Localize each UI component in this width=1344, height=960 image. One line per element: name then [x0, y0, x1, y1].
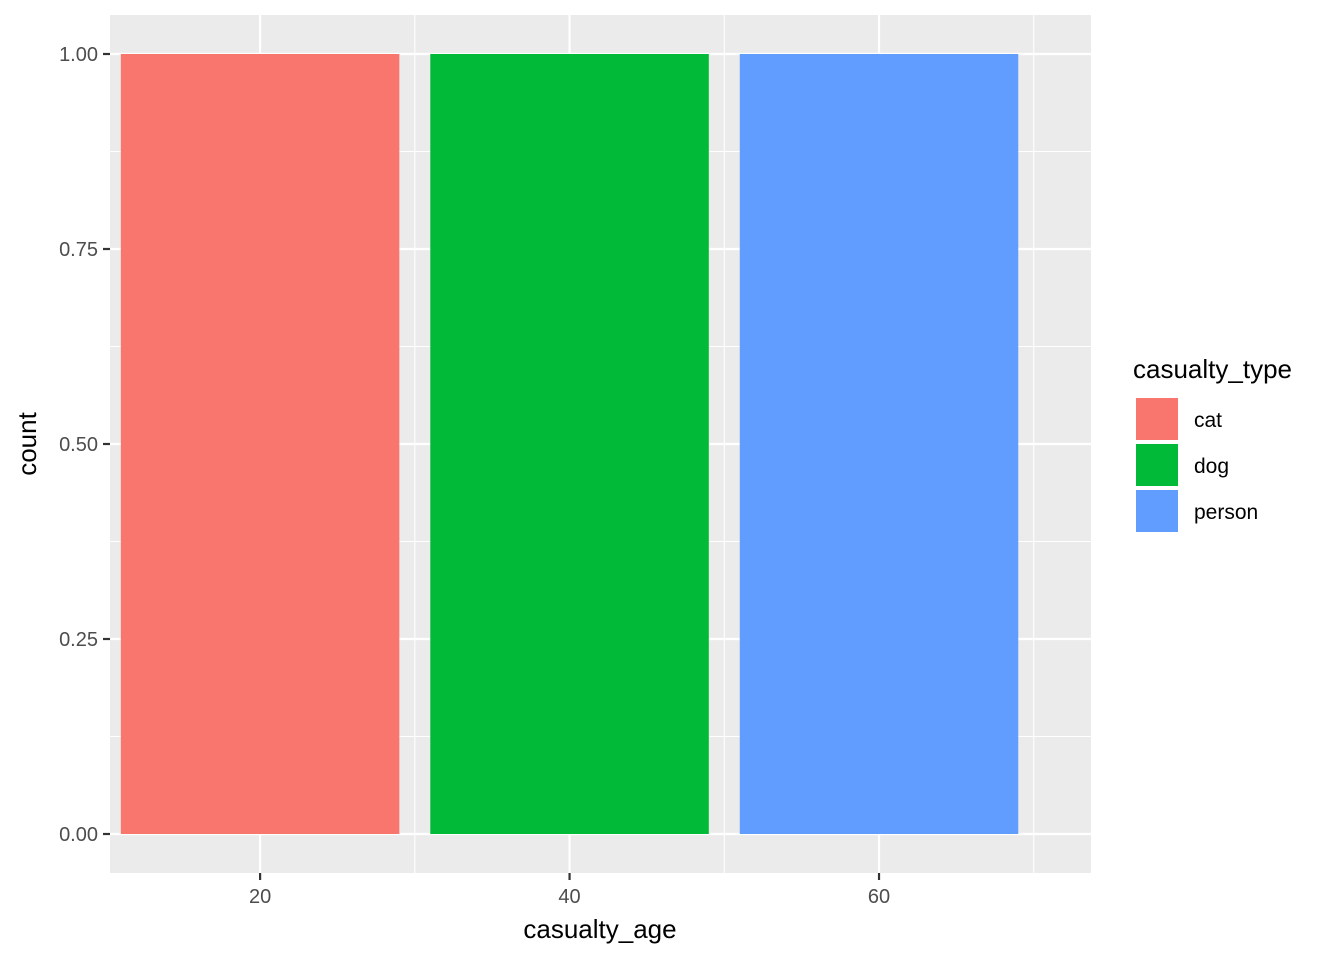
y-tick-label: 0.00 [59, 824, 98, 846]
y-axis-title: count [12, 411, 42, 475]
legend-key-cat [1134, 396, 1180, 442]
legend-title: casualty_type [1133, 354, 1292, 384]
y-tick-label: 1.00 [59, 44, 98, 66]
y-axis: 0.00 0.25 0.50 0.75 1.00 [59, 44, 110, 846]
x-axis: 20 40 60 [249, 873, 890, 908]
legend-label-person: person [1194, 501, 1258, 524]
y-tick-label: 0.50 [59, 434, 98, 456]
x-tick-label: 60 [868, 886, 890, 908]
legend: casualty_type cat dog person [1133, 354, 1292, 534]
legend-key-dog [1134, 442, 1180, 488]
bars [120, 54, 1019, 834]
y-tick-label: 0.75 [59, 239, 98, 261]
legend-label-dog: dog [1194, 455, 1229, 478]
bar-cat [120, 54, 400, 834]
x-axis-title: casualty_age [523, 914, 676, 944]
legend-key-person [1134, 488, 1180, 534]
x-tick-label: 40 [558, 886, 580, 908]
bar-dog [430, 54, 709, 834]
legend-label-cat: cat [1194, 409, 1222, 432]
y-tick-label: 0.25 [59, 629, 98, 651]
bar-person [739, 54, 1019, 834]
x-tick-label: 20 [249, 886, 271, 908]
